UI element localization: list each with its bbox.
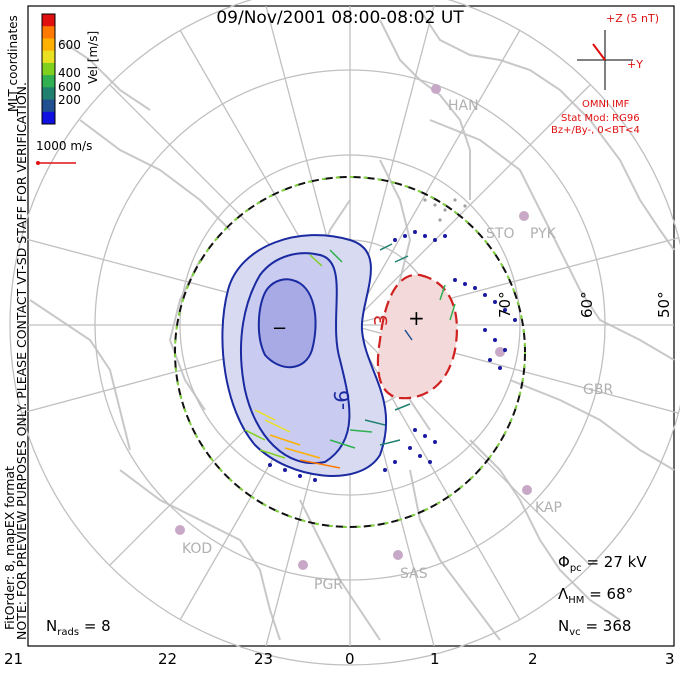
station-marker-pgr [298,560,308,570]
mlt-label-23: 23 [254,650,274,668]
negative-cell-center: − [272,318,288,339]
imf-source: OMNI IMF [582,99,630,110]
station-marker-pyk [519,211,529,221]
station-label-pgr: PGR [314,577,344,593]
station-label-gbr: GBR [583,382,614,398]
map-title: 09/Nov/2001 08:00-08:02 UT [216,8,464,28]
mlt-label-1: 1 [430,650,440,668]
positive-potential-cell [376,273,459,400]
station-label-kod: KOD [182,541,213,557]
imf-model: Stat Mod: RG96 [561,113,640,124]
station-marker-sas [393,550,403,560]
velocity-vectors [244,198,517,482]
colorbar-segment [42,75,55,88]
mlt-label-2: 2 [528,650,538,668]
colorbar-tick-600: 600 [58,80,81,94]
colorbar-segment [42,62,55,76]
imf-dial [577,30,633,90]
imf-condition: Bz+/By-, 0<BT<4 [551,125,640,136]
negative-potential-cell [221,234,388,477]
stat-cross-polar-potential: Φpc = 27 kV [558,553,647,574]
mlt-label-22: 22 [158,650,178,668]
colorbar-tick-400: 400 [58,66,81,80]
station-label-sto: STO [486,226,515,242]
latitude-label-70: 70° [496,291,514,318]
stat-radar-count: Nrads = 8 [46,617,111,638]
station-label-han: HAN [448,98,479,114]
fit-order: FitOrder: 8, mapEX format [2,466,17,630]
contour-label-positive: 3 [371,314,392,326]
contour-label-negative: -6 [330,390,354,410]
latitude-label-60: 60° [578,291,596,318]
colorbar-segment [42,87,55,101]
positive-cell-center: + [408,306,425,330]
scale-vector-label: 1000 m/s [36,139,93,153]
stat-hm-latitude: ΛHM = 68° [558,585,634,606]
colorbar-outline [41,13,56,125]
mlt-label-3: 3 [665,650,675,668]
velocity-colorbar [41,13,56,125]
stat-vector-count: Nvc = 368 [558,617,632,638]
mlt-label-21: 21 [4,650,24,668]
colorbar-segment [42,50,55,64]
colorbar-tick-200: 200 [58,93,81,107]
colorbar-segment [42,99,55,113]
station-marker-gbr [495,347,505,357]
colorbar-tick-top: 600 [58,38,81,52]
station-marker-han [431,84,441,94]
station-label-pyk: PYK [530,226,556,242]
colorbar-segment [42,14,55,27]
station-label-sas: SAS [400,566,428,582]
colorbar-label: Vel [m/s] [86,30,100,84]
colorbar-segment [42,38,55,52]
plot-frame [27,5,675,647]
latitude-label-50: 50° [655,291,673,318]
colorbar-segment [42,26,55,39]
imf-bz-label: +Z (5 nT) [606,12,660,25]
station-markers [175,84,532,570]
colorbar-segment [42,111,55,125]
station-marker-kod [175,525,185,535]
imf-by-label: +Y [627,58,643,71]
station-label-kap: KAP [535,500,562,516]
station-marker-kap [522,485,532,495]
mlt-label-0: 0 [345,650,355,668]
